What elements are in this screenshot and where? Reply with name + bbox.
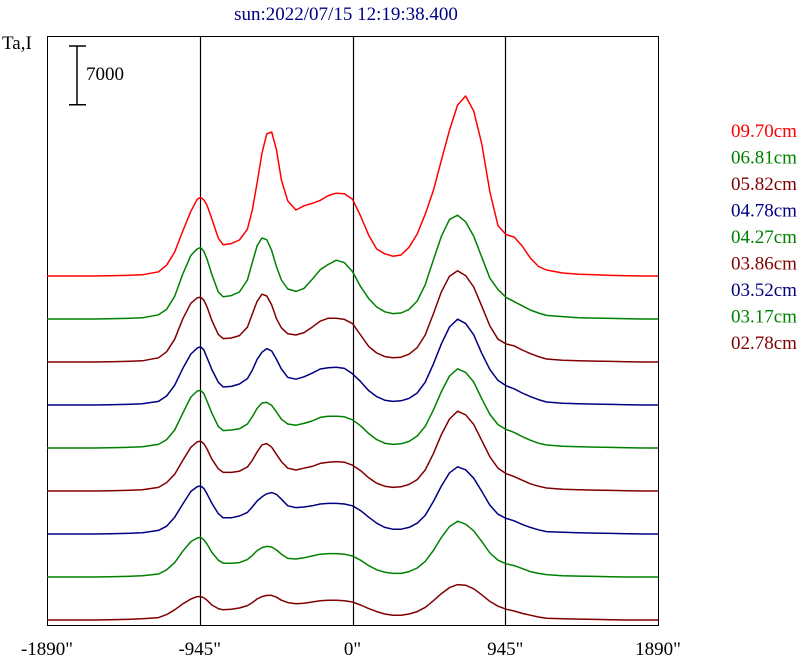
series-line-05-82cm (47, 270, 658, 363)
legend-entry-7: 03.17cm (731, 307, 797, 328)
series-line-09-70cm (47, 95, 658, 277)
legend-entry-4: 04.27cm (731, 227, 797, 248)
series-line-04-78cm (47, 318, 658, 406)
series-line-03-86cm (47, 410, 658, 492)
series-line-06-81cm (47, 214, 658, 320)
x-tick-label-0: -1890" (21, 639, 73, 660)
x-tick-label-3: 945" (487, 639, 523, 660)
series-line-03-52cm (47, 466, 658, 535)
series-line-02-78cm (47, 583, 658, 621)
x-tick-label-2: 0" (344, 639, 361, 660)
legend-entry-0: 09.70cm (731, 121, 797, 142)
scale-bar: 7000 (69, 45, 124, 106)
legend-entry-8: 02.78cm (731, 333, 797, 354)
legend-entry-6: 03.52cm (731, 280, 797, 301)
series-line-04-27cm (47, 368, 658, 449)
legend-entry-1: 06.81cm (731, 148, 797, 169)
chart-title: sun:2022/07/15 12:19:38.400 (234, 4, 458, 25)
vertical-reference-lines (199, 36, 507, 625)
x-tick-label-4: 1890" (635, 639, 681, 660)
legend-entry-3: 04.78cm (731, 201, 797, 222)
legend-entry-5: 03.86cm (731, 254, 797, 275)
x-tick-label-1: -945" (178, 639, 221, 660)
scale-bar-label: 7000 (86, 64, 124, 85)
y-axis-label: Ta,I (2, 33, 32, 54)
x-axis-ticks: -1890" -945" 0" 945" 1890" (21, 639, 681, 660)
series-lines (47, 95, 658, 621)
series-line-03-17cm (47, 520, 658, 578)
legend: 09.70cm 06.81cm 05.82cm 04.78cm 04.27cm 03.86… (731, 121, 797, 354)
legend-entry-2: 05.82cm (731, 174, 797, 195)
